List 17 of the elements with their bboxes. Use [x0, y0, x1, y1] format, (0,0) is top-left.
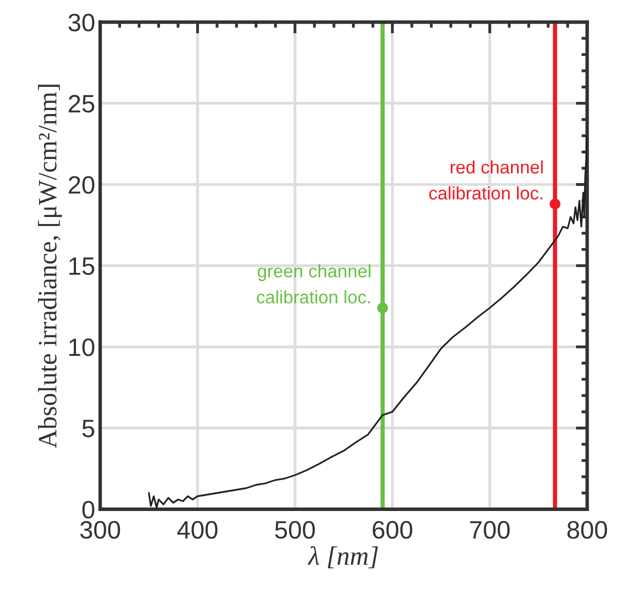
x-tick-label: 600 [372, 521, 412, 539]
x-tick-label: 700 [470, 521, 510, 539]
y-tick-label: 0 [82, 500, 94, 519]
annotation: green channel calibration loc. [256, 264, 370, 304]
x-axis-title: λ [nm] [308, 546, 378, 568]
y-tick-label: 20 [68, 176, 94, 194]
x-tick-label: 800 [567, 521, 608, 539]
x-tick-label: 300 [80, 521, 120, 539]
y-axis-title: Absolute irradiance, [μW/cm²/nm] [38, 84, 62, 448]
annotation: red channel calibration loc. [429, 160, 543, 200]
y-tick-label: 10 [69, 338, 94, 356]
y-tick-label: 5 [82, 420, 94, 438]
y-tick-label: 30 [68, 14, 94, 32]
x-tick-label: 400 [177, 521, 218, 539]
x-tick-label: 500 [275, 521, 315, 539]
y-tick-label: 25 [68, 94, 94, 113]
y-tick-label: 15 [69, 258, 94, 275]
